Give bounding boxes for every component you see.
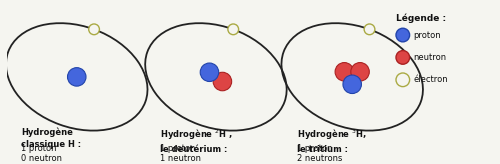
Text: 0 neutron: 0 neutron — [22, 154, 62, 163]
Circle shape — [396, 73, 409, 87]
Text: Légende :: Légende : — [396, 14, 446, 23]
Circle shape — [351, 62, 370, 81]
Text: 1 neutron: 1 neutron — [160, 154, 202, 163]
Circle shape — [68, 68, 86, 86]
Text: neutron: neutron — [414, 53, 446, 62]
Circle shape — [396, 28, 409, 42]
Text: 2 neutrons: 2 neutrons — [296, 154, 342, 163]
Circle shape — [213, 72, 232, 91]
Text: Hydrogène $^{2}$H ,
le deutérium :: Hydrogène $^{2}$H , le deutérium : — [160, 127, 234, 154]
Circle shape — [228, 24, 238, 35]
Text: 1 proton: 1 proton — [296, 144, 332, 153]
Circle shape — [88, 24, 100, 35]
Text: électron: électron — [414, 75, 448, 84]
Circle shape — [200, 63, 218, 82]
Text: proton: proton — [414, 31, 441, 40]
Circle shape — [396, 51, 409, 64]
Text: 1 proton: 1 proton — [22, 144, 57, 153]
Text: Hydrogène
classique H :: Hydrogène classique H : — [22, 127, 82, 149]
Circle shape — [343, 75, 361, 93]
Text: Hydrogène $^{3}$H,
le tritium :: Hydrogène $^{3}$H, le tritium : — [296, 127, 367, 154]
Circle shape — [364, 24, 375, 35]
Text: 1 proton: 1 proton — [160, 144, 196, 153]
Circle shape — [335, 62, 353, 81]
